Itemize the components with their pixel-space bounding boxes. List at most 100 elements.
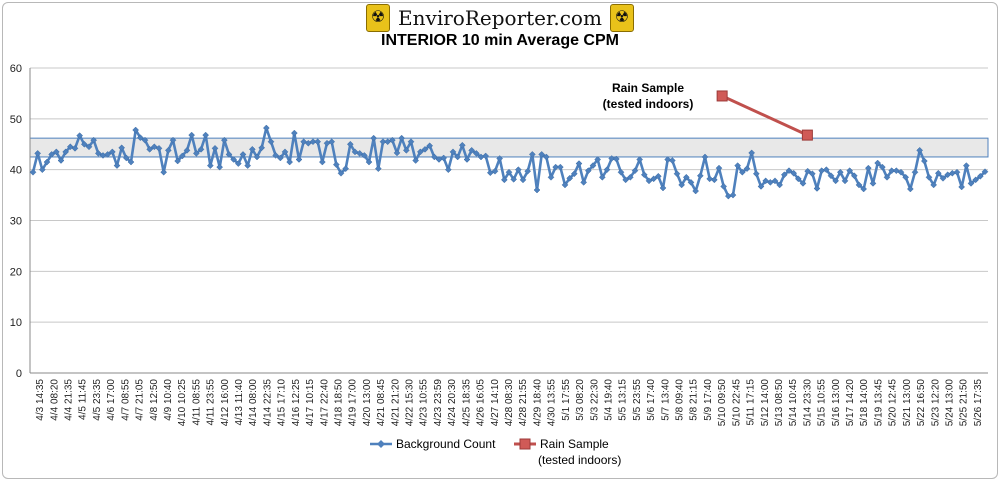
data-point bbox=[510, 175, 518, 183]
data-point bbox=[174, 157, 182, 165]
legend-label-rain-sample: (tested indoors) bbox=[538, 453, 621, 467]
data-point bbox=[318, 158, 326, 166]
data-point bbox=[113, 162, 121, 169]
data-point bbox=[566, 174, 574, 182]
data-point bbox=[785, 167, 793, 175]
data-point bbox=[85, 143, 93, 151]
x-tick-label: 5/3 08:20 bbox=[575, 379, 586, 421]
data-point bbox=[888, 167, 896, 175]
data-point bbox=[594, 156, 602, 163]
data-point bbox=[496, 155, 504, 162]
data-point bbox=[874, 159, 882, 167]
x-tick-label: 4/14 08:00 bbox=[248, 379, 259, 427]
data-point bbox=[808, 170, 816, 178]
data-point bbox=[696, 172, 704, 180]
data-point bbox=[220, 136, 228, 144]
data-point bbox=[878, 163, 886, 171]
data-point bbox=[790, 169, 798, 177]
data-point bbox=[598, 173, 606, 181]
data-point bbox=[608, 155, 616, 162]
data-point bbox=[491, 167, 499, 175]
data-point bbox=[430, 153, 438, 161]
data-point bbox=[160, 168, 168, 176]
x-tick-label: 5/18 14:00 bbox=[859, 379, 870, 427]
x-tick-label: 5/24 13:00 bbox=[944, 379, 955, 427]
data-point bbox=[332, 161, 340, 168]
data-point bbox=[934, 169, 942, 177]
data-point bbox=[272, 152, 280, 159]
y-tick-label: 30 bbox=[10, 216, 22, 228]
data-point bbox=[729, 191, 737, 199]
x-tick-label: 4/22 15:30 bbox=[405, 379, 416, 427]
data-point bbox=[132, 126, 140, 134]
data-point bbox=[258, 144, 266, 152]
data-point bbox=[682, 173, 690, 181]
data-point bbox=[444, 166, 452, 174]
x-tick-label: 5/14 23:30 bbox=[802, 379, 813, 427]
data-point bbox=[164, 146, 172, 154]
data-point bbox=[472, 150, 480, 157]
data-point bbox=[738, 168, 746, 176]
data-point bbox=[640, 171, 648, 179]
data-point bbox=[295, 156, 303, 163]
data-point bbox=[253, 153, 261, 161]
site-logo[interactable]: ☢ EnviroReporter.com ☢ bbox=[0, 3, 1000, 33]
x-tick-label: 5/5 23:55 bbox=[632, 379, 643, 421]
data-point bbox=[855, 181, 863, 189]
data-point bbox=[701, 153, 709, 161]
data-point bbox=[603, 166, 611, 174]
data-point bbox=[62, 148, 70, 156]
data-point bbox=[407, 138, 415, 146]
x-tick-label: 4/21 21:20 bbox=[390, 379, 401, 427]
data-point bbox=[636, 156, 644, 163]
legend-marker-background-count bbox=[377, 440, 385, 448]
data-point bbox=[804, 167, 812, 175]
data-point bbox=[822, 166, 830, 174]
data-point bbox=[356, 150, 364, 157]
data-point bbox=[846, 167, 854, 175]
data-point bbox=[748, 149, 756, 157]
data-point bbox=[458, 141, 466, 149]
data-point bbox=[514, 166, 522, 174]
data-point bbox=[505, 168, 513, 176]
data-point bbox=[678, 181, 686, 189]
data-point bbox=[645, 177, 653, 185]
data-point bbox=[692, 187, 700, 195]
x-tick-label: 5/15 10:55 bbox=[817, 379, 828, 427]
data-point bbox=[463, 156, 471, 163]
data-point bbox=[570, 170, 578, 178]
data-point bbox=[426, 142, 434, 150]
data-point bbox=[780, 171, 788, 179]
data-point bbox=[468, 146, 476, 154]
data-point bbox=[104, 151, 112, 158]
y-tick-label: 0 bbox=[16, 368, 22, 380]
data-point bbox=[771, 177, 779, 185]
data-point bbox=[267, 138, 275, 146]
data-point bbox=[48, 151, 56, 158]
y-tick-label: 50 bbox=[10, 114, 22, 126]
data-point bbox=[654, 172, 662, 180]
x-tick-label: 5/26 17:35 bbox=[973, 379, 984, 427]
data-point bbox=[967, 180, 975, 187]
data-point bbox=[850, 172, 858, 180]
data-point bbox=[183, 146, 191, 154]
data-point bbox=[500, 176, 508, 184]
x-tick-label: 5/10 22:45 bbox=[731, 379, 742, 427]
data-point bbox=[314, 138, 322, 146]
logo-text: EnviroReporter.com bbox=[398, 6, 602, 30]
data-point bbox=[136, 134, 144, 141]
radiation-hazard-icon: ☢ bbox=[366, 4, 391, 32]
x-tick-label: 5/17 14:20 bbox=[845, 379, 856, 427]
data-point bbox=[80, 140, 88, 148]
data-point bbox=[388, 136, 396, 144]
x-tick-label: 4/11 08:55 bbox=[191, 379, 202, 426]
data-point bbox=[650, 175, 658, 183]
x-tick-label: 4/18 18:50 bbox=[333, 379, 344, 427]
data-point bbox=[146, 145, 154, 153]
data-point bbox=[860, 185, 868, 193]
series-line-rain-sample bbox=[721, 94, 809, 137]
data-point bbox=[668, 157, 676, 164]
data-point bbox=[547, 173, 555, 181]
x-tick-label: 5/5 13:15 bbox=[618, 379, 629, 421]
